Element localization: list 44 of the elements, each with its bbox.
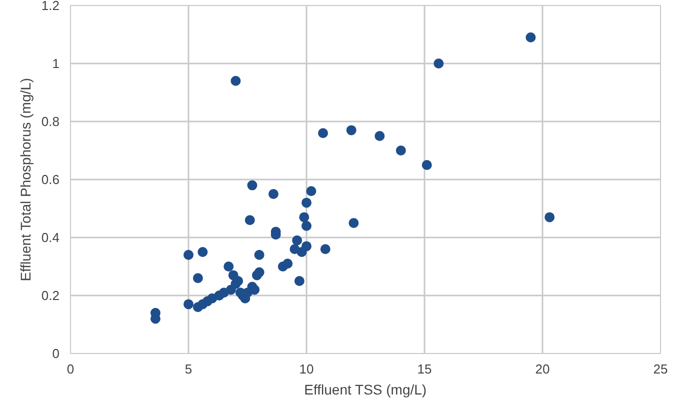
point (374, 131, 385, 141)
point (434, 58, 444, 68)
point (292, 235, 302, 246)
point (299, 212, 310, 222)
point (244, 215, 255, 226)
y-tick-label: 0.4 (41, 230, 60, 245)
x-tick-label: 5 (184, 362, 192, 376)
point (254, 250, 264, 260)
point (320, 244, 330, 254)
x-tick-label: 25 (653, 362, 668, 376)
point (282, 258, 293, 269)
x-tick-label: 0 (66, 362, 74, 376)
x-tick-label: 10 (299, 362, 314, 376)
point (302, 198, 312, 208)
point (422, 160, 432, 170)
point (318, 128, 328, 138)
point (192, 273, 203, 284)
y-tick-label: 0.6 (41, 172, 60, 187)
point (268, 189, 278, 199)
y-tick-label: 0 (52, 346, 60, 361)
y-tick-label: 0.8 (41, 114, 60, 129)
x-tick-label: 15 (417, 362, 432, 376)
point (348, 218, 359, 228)
point (184, 299, 194, 310)
y-tick-label: 0.2 (41, 288, 60, 303)
point (346, 125, 356, 136)
point (230, 76, 241, 86)
point (544, 212, 555, 222)
point (526, 32, 536, 42)
point (247, 180, 258, 190)
point (302, 220, 312, 231)
point (396, 146, 406, 156)
point (184, 250, 194, 260)
x-axis-title: Effluent TSS (mg/L) (304, 382, 427, 398)
point (302, 241, 312, 252)
y-tick-label: 1.2 (41, 0, 60, 13)
point (224, 262, 234, 272)
point (294, 276, 304, 286)
y-axis-title: Effluent Total Phosphorus (mg/L) (17, 78, 34, 282)
y-tick-label: 1 (52, 56, 60, 71)
x-tick-label: 20 (535, 362, 550, 376)
point (306, 186, 316, 196)
point (198, 247, 208, 257)
point (254, 267, 264, 278)
